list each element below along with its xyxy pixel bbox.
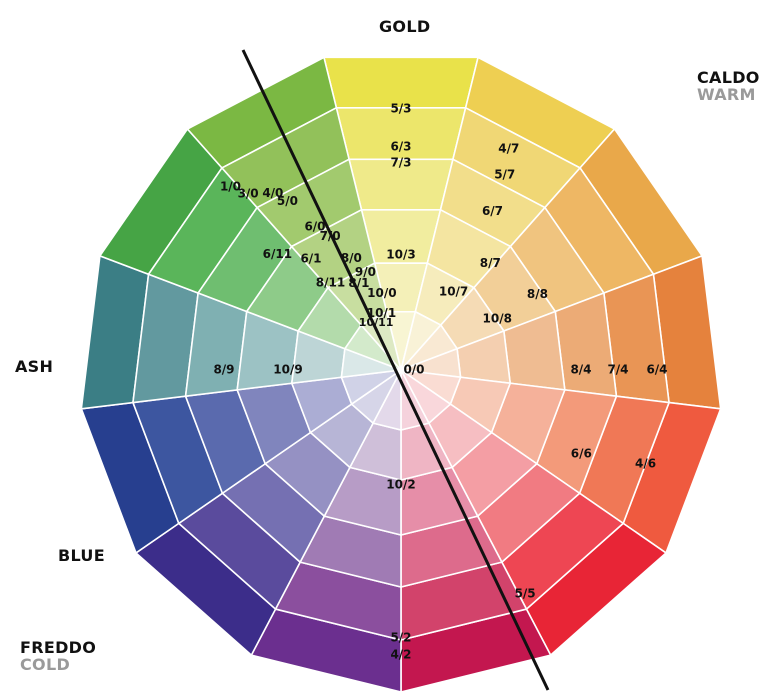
color-code: 4/2 [390, 648, 411, 662]
color-code: 10/11 [359, 316, 394, 329]
label-ash: ASH [15, 357, 54, 376]
color-code: 5/0 [277, 194, 298, 208]
label-blue: BLUE [58, 546, 105, 565]
color-code: 5/3 [390, 102, 411, 116]
color-code: 6/0 [304, 219, 325, 233]
color-code: 8/4 [570, 363, 591, 377]
color-code: 6/11 [263, 247, 292, 261]
wheel-segments [80, 56, 722, 694]
color-code: 5/5 [515, 586, 536, 600]
wheel-codes: 1/03/04/05/06/07/08/09/010/010/110/118/1… [213, 102, 667, 662]
color-code: 5/2 [390, 631, 411, 645]
label-warm: WARM [697, 85, 756, 104]
color-code: 8/7 [480, 256, 501, 270]
color-code: 8/8 [527, 287, 548, 301]
color-code: 8/9 [213, 363, 234, 377]
color-code: 6/6 [571, 447, 592, 461]
color-code: 0/0 [403, 363, 424, 377]
color-code: 10/1 [367, 306, 396, 320]
color-code: 6/4 [646, 363, 667, 377]
color-code: 9/0 [355, 265, 376, 279]
color-code: 6/1 [300, 251, 321, 265]
color-code: 4/6 [635, 456, 656, 470]
wheel-segment [322, 56, 480, 109]
color-code: 10/9 [273, 363, 302, 377]
color-code: 10/8 [483, 311, 512, 325]
color-code: 5/7 [494, 167, 515, 181]
color-code: 6/7 [482, 204, 503, 218]
color-code: 3/0 [238, 187, 259, 201]
color-code: 10/0 [367, 286, 396, 300]
label-cold: COLD [20, 655, 71, 674]
color-code: 10/3 [386, 248, 415, 262]
label-gold: GOLD [379, 17, 431, 36]
color-code: 1/0 [220, 180, 241, 194]
color-code: 8/11 [316, 275, 345, 289]
label-freddo: FREDDO [20, 638, 97, 657]
color-code: 7/4 [607, 363, 628, 377]
color-code: 6/3 [390, 140, 411, 154]
color-code: 7/3 [390, 156, 411, 170]
color-code: 8/0 [341, 251, 362, 265]
color-code: 10/2 [386, 478, 415, 492]
color-code: 4/0 [262, 186, 283, 200]
diagonal-line [241, 49, 550, 691]
color-code: 4/7 [498, 141, 519, 155]
label-caldo: CALDO [697, 68, 760, 87]
color-code: 10/7 [439, 285, 468, 299]
